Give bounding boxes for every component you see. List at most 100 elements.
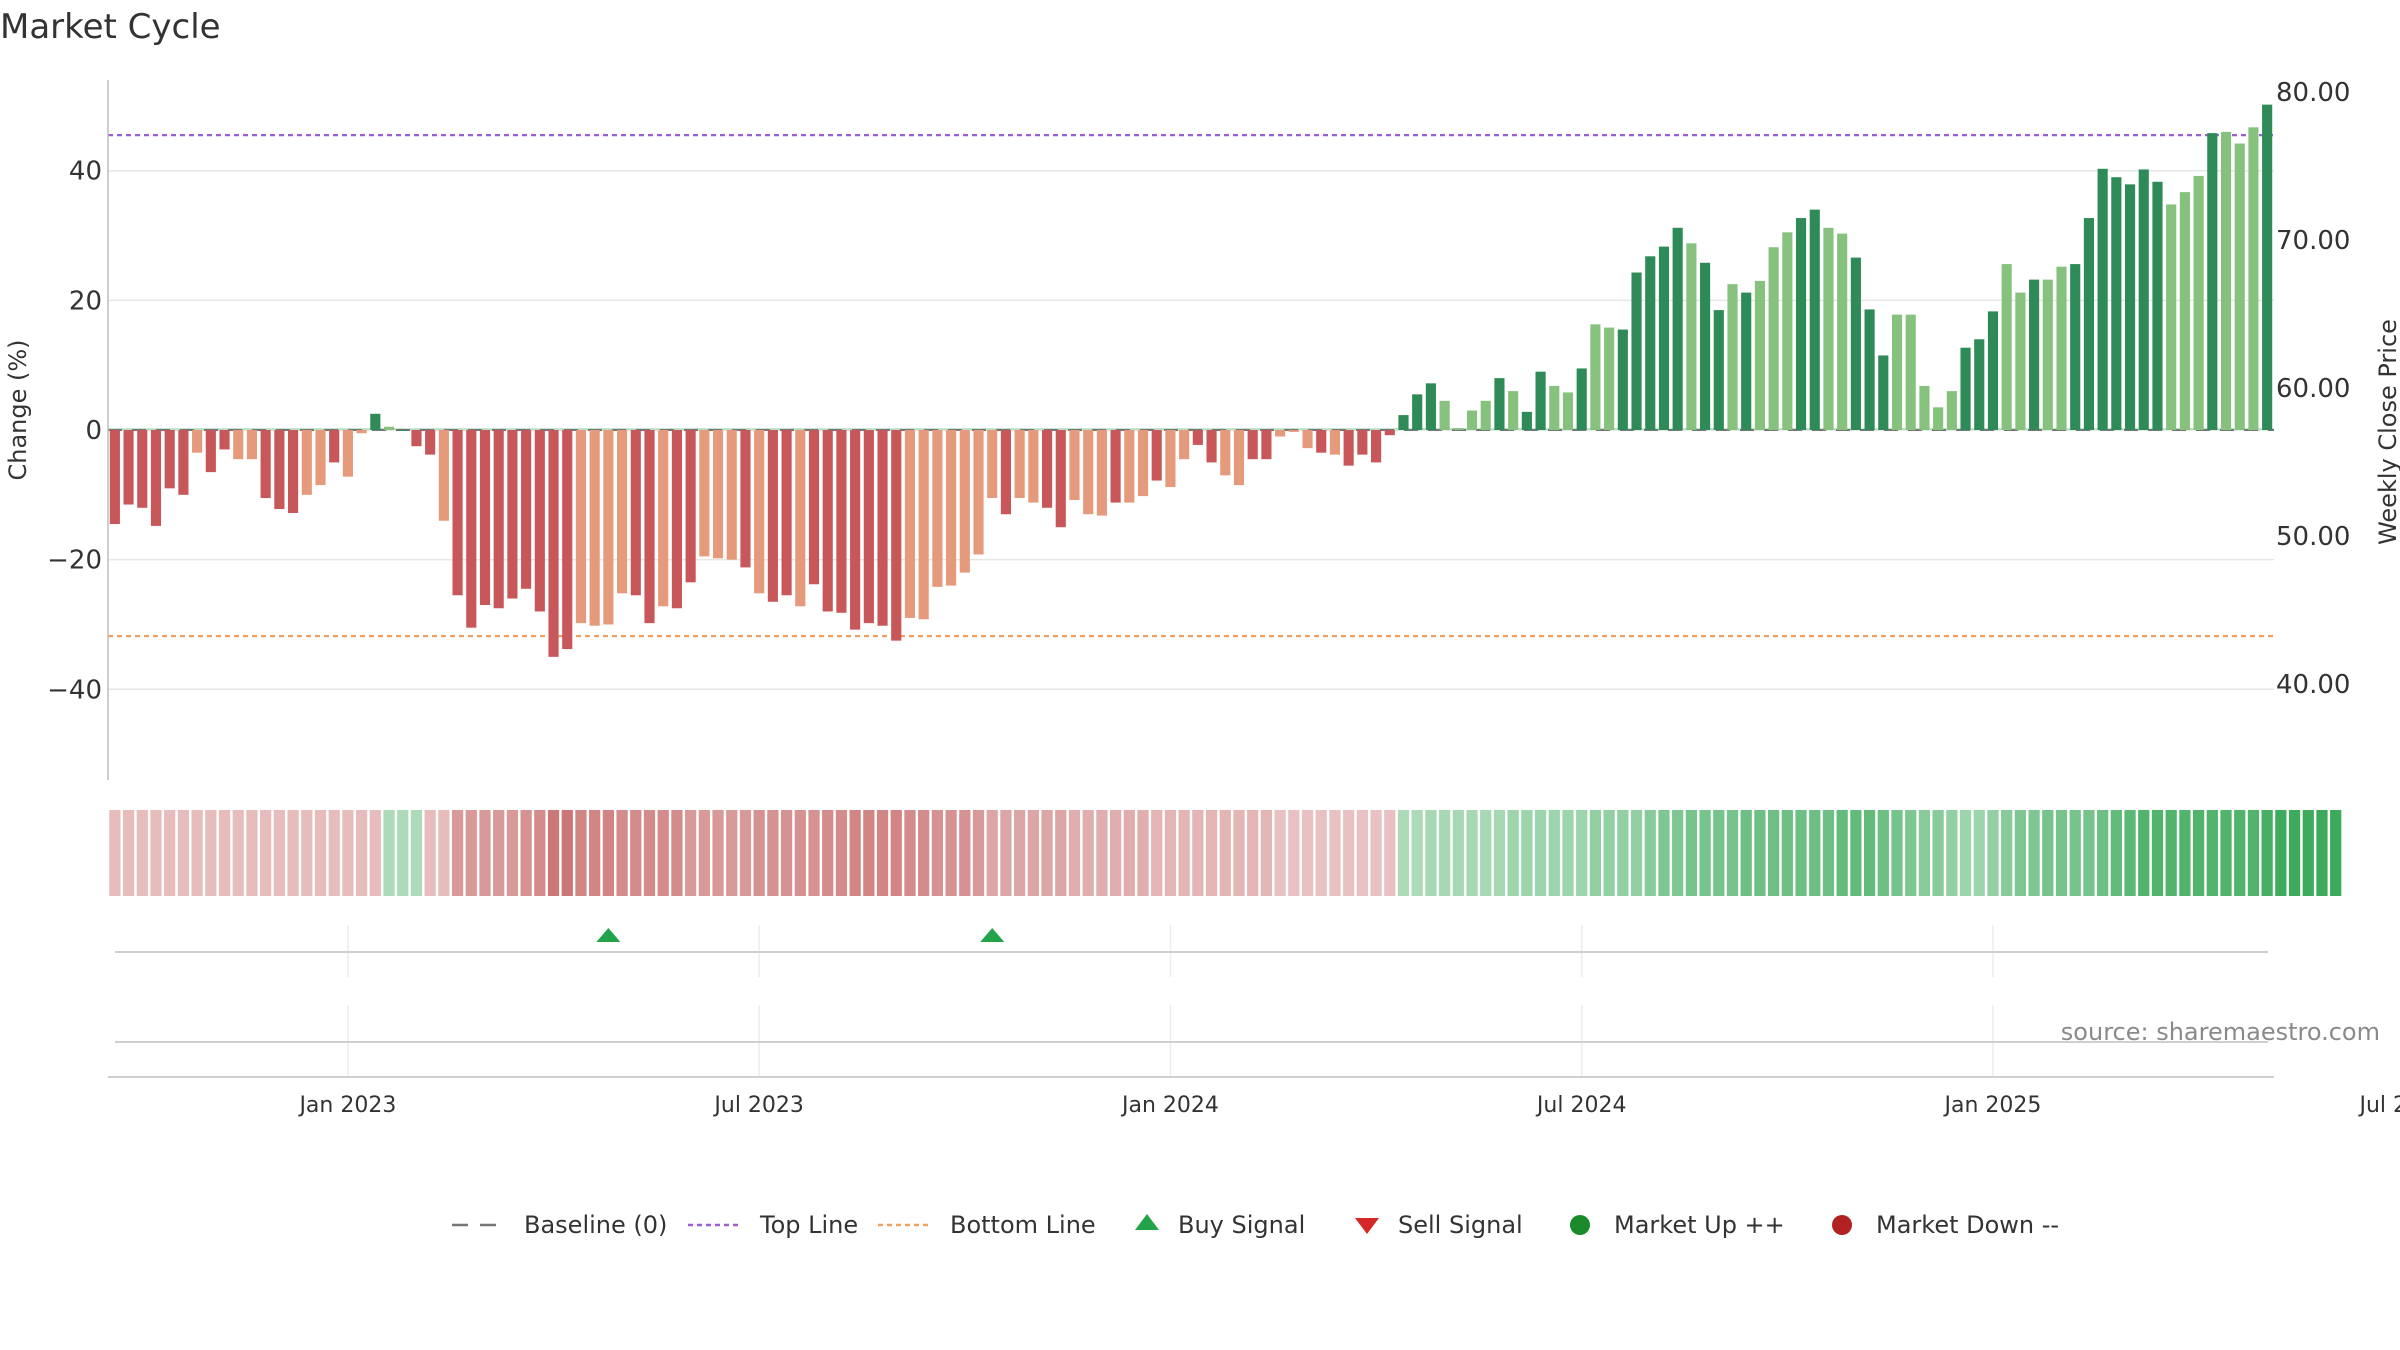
change-bar <box>493 430 504 609</box>
change-bar <box>575 430 587 624</box>
regime-cell <box>1946 810 1958 896</box>
change-bar <box>987 430 998 499</box>
legend-label: Top Line <box>759 1211 858 1239</box>
chart-title: Market Cycle <box>0 7 221 47</box>
change-bar <box>452 430 463 596</box>
change-bar <box>808 430 820 585</box>
change-bar <box>219 430 230 450</box>
change-bar <box>548 430 559 657</box>
regime-cell <box>1452 810 1464 896</box>
regime-cell <box>616 810 628 896</box>
y-tick-label: 40 <box>69 157 102 187</box>
regime-cell <box>671 810 683 896</box>
regime-cell <box>2192 810 2205 896</box>
regime-cell <box>2247 810 2260 896</box>
change-bar <box>1041 430 1053 508</box>
x-tick-label: Jan 2023 <box>297 1093 396 1118</box>
buy-signal-marker <box>596 928 621 942</box>
regime-cell <box>493 810 505 896</box>
regime-cell <box>2234 810 2246 896</box>
regime-cell <box>726 810 738 896</box>
regime-cell <box>698 810 710 896</box>
change-bar <box>1302 430 1313 449</box>
change-bar <box>2207 133 2218 431</box>
change-bar <box>1179 430 1190 460</box>
regime-cell <box>657 810 669 896</box>
change-bar <box>1124 430 1135 503</box>
regime-cell <box>369 810 381 896</box>
regime-cell <box>1713 810 1725 896</box>
regime-cell <box>2179 810 2191 896</box>
change-bar <box>192 430 203 453</box>
regime-cell <box>273 810 285 896</box>
regime-cell <box>1630 810 1643 896</box>
change-bar <box>850 430 861 630</box>
regime-cell <box>1809 810 1821 896</box>
change-bar <box>2001 264 2012 430</box>
change-bar <box>1919 385 1930 430</box>
change-bar <box>2166 204 2177 430</box>
change-bar <box>1233 430 1245 486</box>
regime-cell <box>1123 810 1135 896</box>
regime-cell <box>1219 810 1231 896</box>
change-bar <box>2234 143 2245 430</box>
change-bar <box>260 430 271 499</box>
regime-cell <box>1068 810 1081 896</box>
regime-cell <box>1836 810 1848 896</box>
change-bar <box>438 430 449 521</box>
change-bar <box>1905 314 1916 430</box>
regime-cell <box>1055 810 1067 896</box>
regime-cell <box>205 810 217 896</box>
change-bar <box>1439 400 1450 430</box>
regime-cell <box>1795 810 1807 896</box>
regime-cell <box>1370 810 1382 896</box>
change-bar <box>1782 232 1793 430</box>
change-bar <box>1960 347 1971 430</box>
regime-cell <box>1425 810 1437 896</box>
regime-cell <box>2151 810 2164 896</box>
triangle-down-red-icon <box>1355 1218 1379 1234</box>
change-bar <box>109 430 120 524</box>
regime-cell <box>1000 810 1012 896</box>
regime-cell <box>849 810 861 896</box>
change-bar <box>904 430 916 618</box>
regime-cell <box>575 810 587 896</box>
change-bar <box>2248 127 2259 430</box>
change-bar <box>1466 410 1478 430</box>
regime-cell <box>712 810 724 896</box>
change-bar <box>479 430 491 605</box>
change-bar <box>712 430 724 559</box>
legend-item-up: Market Up ++ <box>1570 1211 1785 1239</box>
change-bar <box>2015 292 2026 430</box>
regime-cell <box>1027 810 1039 896</box>
change-bar <box>946 430 957 586</box>
change-bar <box>877 430 888 626</box>
regime-cell <box>1493 810 1506 896</box>
regime-cell <box>218 810 231 896</box>
change-bar <box>1206 430 1217 463</box>
change-bar <box>164 430 175 489</box>
legend-label: Baseline (0) <box>524 1211 667 1239</box>
change-bar <box>425 430 436 455</box>
regime-cell <box>465 810 477 896</box>
regime-cell <box>863 810 875 896</box>
change-bar <box>123 430 134 505</box>
regime-cell <box>1343 810 1355 896</box>
regime-cell <box>2042 810 2054 896</box>
regime-cell <box>506 810 519 896</box>
legend-item-top: Top Line <box>688 1211 858 1239</box>
regime-cell <box>1301 810 1314 896</box>
regime-cell <box>232 810 244 896</box>
regime-cell <box>1192 810 1204 896</box>
regime-cell <box>794 810 806 896</box>
legend-item-baseline: Baseline (0) <box>452 1211 667 1239</box>
regime-cell <box>2316 810 2328 896</box>
change-bar <box>1137 430 1149 497</box>
legend: Baseline (0) Top Line Bottom Line Buy Signa… <box>452 1211 2059 1239</box>
regime-cell <box>355 810 368 896</box>
legend-label: Bottom Line <box>950 1211 1096 1239</box>
change-bar <box>1713 310 1724 430</box>
y2-tick-label: 40.00 <box>2276 670 2350 700</box>
regime-cell <box>1507 810 1519 896</box>
regime-cell <box>1658 810 1670 896</box>
